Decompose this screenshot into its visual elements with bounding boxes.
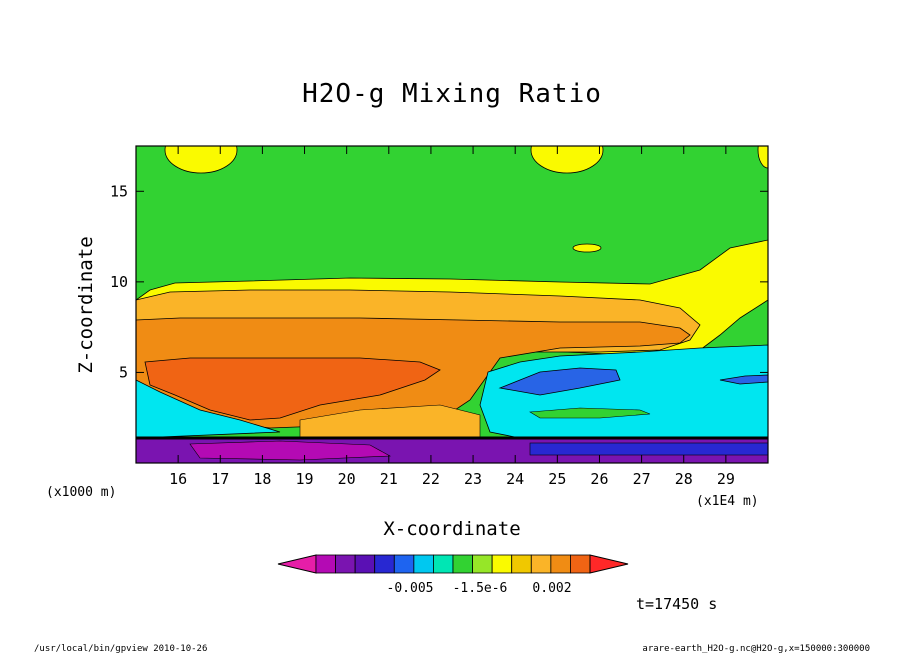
x-tick-label: 28 <box>675 470 693 488</box>
x-axis-title: X-coordinate <box>383 518 520 540</box>
region-negative-right <box>529 442 768 456</box>
colorbar-swatch <box>491 554 513 574</box>
region-min <box>189 440 392 461</box>
chart-title: H2O-g Mixing Ratio <box>302 79 602 109</box>
x-tick-label: 29 <box>717 470 735 488</box>
colorbar-swatch <box>354 554 376 574</box>
plot-frame <box>135 145 769 464</box>
colorbar: -0.005 -1.5e-6 0.002 <box>277 554 629 596</box>
y-unit-label: (x1000 m) <box>46 485 116 500</box>
region-low <box>498 367 621 396</box>
x-tick-label: 18 <box>253 470 271 488</box>
x-tick-label: 22 <box>422 470 440 488</box>
plot-area <box>136 146 768 463</box>
x-tick-label: 19 <box>296 470 314 488</box>
colorbar-swatch <box>550 554 571 574</box>
x-tick-label: 27 <box>633 470 651 488</box>
region-low-streak <box>529 407 651 419</box>
colorbar-swatch <box>452 554 473 574</box>
region-high-blob-small <box>572 243 602 253</box>
colorbar-label: -0.005 <box>387 581 434 596</box>
y-tick-label: 15 <box>110 182 128 200</box>
x-tick-label: 17 <box>211 470 229 488</box>
colorbar-swatch <box>374 554 395 574</box>
region-high-blob-right <box>757 146 768 169</box>
y-axis-title: Z-coordinate <box>75 236 97 373</box>
colorbar-swatch <box>335 554 356 574</box>
time-label: t=17450 s <box>636 595 717 613</box>
x-tick-label: 16 <box>169 470 187 488</box>
x-unit-label: (x1E4 m) <box>696 494 759 509</box>
x-tick-label: 26 <box>590 470 608 488</box>
x-tick-label: 23 <box>464 470 482 488</box>
region-high-blob-center <box>530 146 604 174</box>
colorbar-swatch <box>315 554 336 574</box>
region-low-right <box>719 374 768 385</box>
footer-left: /usr/local/bin/gpview 2010-10-26 <box>34 644 207 654</box>
region-mid-left <box>136 379 281 439</box>
region-peak <box>144 357 441 421</box>
colorbar-swatch <box>413 554 434 574</box>
x-tick-label: 21 <box>380 470 398 488</box>
colorbar-swatch <box>472 554 493 574</box>
region-high-blob-left <box>164 146 238 174</box>
x-tick-label: 24 <box>506 470 524 488</box>
colorbar-swatch <box>433 554 454 574</box>
colorbar-arrow-left <box>277 554 317 574</box>
footer-right: arare-earth_H2O-g.nc@H2O-g,x=150000:3000… <box>642 644 870 654</box>
colorbar-swatch <box>530 554 552 574</box>
y-tick-label: 10 <box>110 273 128 291</box>
x-axis: 16 17 18 19 20 21 22 23 24 25 26 27 28 29 <box>169 146 735 488</box>
colorbar-swatch <box>570 554 591 574</box>
colorbar-arrow-right <box>589 554 629 574</box>
colorbar-swatch <box>511 554 532 574</box>
colorbar-label: 0.002 <box>532 581 571 596</box>
y-tick-label: 5 <box>119 363 128 381</box>
y-axis: 5 10 15 <box>110 182 768 381</box>
x-tick-label: 20 <box>338 470 356 488</box>
colorbar-swatch <box>393 554 415 574</box>
colorbar-label: -1.5e-6 <box>453 581 508 596</box>
x-tick-label: 25 <box>548 470 566 488</box>
